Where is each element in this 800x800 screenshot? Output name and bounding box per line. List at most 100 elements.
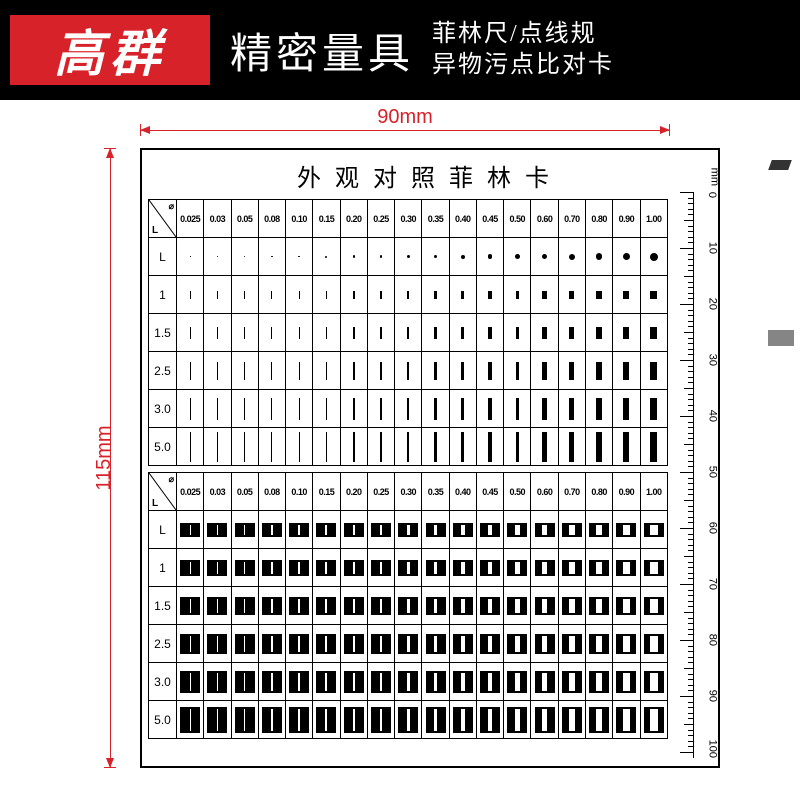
gauge-cell: [204, 276, 231, 314]
gauge-cell-inverse: [449, 587, 476, 625]
card-title: 外观对照菲林卡: [142, 150, 718, 199]
gauge-cell: [340, 276, 367, 314]
gauge-cell: [422, 314, 449, 352]
gauge-cell: [367, 276, 394, 314]
ruler-tick: [688, 382, 694, 383]
gauge-cell-inverse: [504, 663, 531, 701]
ruler-tick: [684, 220, 694, 221]
ruler-tick: [688, 741, 694, 742]
gauge-cell: [531, 276, 558, 314]
gauge-table-bottom: ⌀L0.0250.030.050.080.100.150.200.250.300…: [148, 472, 668, 739]
col-header: 0.10: [286, 200, 313, 238]
col-header: 0.70: [558, 473, 585, 511]
ruler-tick: [688, 209, 694, 210]
gauge-cell-inverse: [286, 663, 313, 701]
gauge-cell-inverse: [286, 625, 313, 663]
ruler-tick: [688, 349, 694, 350]
gauge-cell: [640, 352, 667, 390]
gauge-cell-inverse: [558, 549, 585, 587]
gauge-cell-inverse: [613, 625, 640, 663]
ruler-tick: [688, 685, 694, 686]
gauge-cell-inverse: [640, 587, 667, 625]
ruler-tick: [688, 366, 694, 367]
ruler: mm 0102030405060708090100: [672, 192, 712, 758]
gauge-cell-inverse: [449, 511, 476, 549]
gauge-cell-inverse: [476, 549, 503, 587]
gauge-cell-inverse: [504, 511, 531, 549]
gauge-cell-inverse: [476, 625, 503, 663]
gauge-cell: [367, 390, 394, 428]
ruler-tick: [688, 298, 694, 299]
gauge-cell: [422, 352, 449, 390]
col-header: 0.90: [613, 200, 640, 238]
gauge-cell-inverse: [340, 701, 367, 739]
gauge-cell-inverse: [204, 587, 231, 625]
ruler-tick: [688, 438, 694, 439]
gauge-cell: [258, 428, 285, 466]
gauge-cell-inverse: [258, 587, 285, 625]
ruler-tick: [688, 293, 694, 294]
ruler-tick: [680, 528, 694, 529]
gauge-cell: [313, 314, 340, 352]
gauge-cell: [340, 238, 367, 276]
gauge-cell: [476, 352, 503, 390]
gauge-cell: [258, 390, 285, 428]
gauge-cell: [504, 238, 531, 276]
gauge-cell: [640, 390, 667, 428]
gauge-cell-inverse: [258, 625, 285, 663]
ruler-label: 20: [706, 298, 718, 310]
gauge-cell-inverse: [231, 701, 258, 739]
gauge-cell: [286, 238, 313, 276]
col-header: 0.90: [613, 473, 640, 511]
gauge-cell: [204, 428, 231, 466]
gauge-cell-inverse: [585, 587, 612, 625]
gauge-cell: [177, 352, 204, 390]
ruler-tick: [688, 534, 694, 535]
gauge-cell-inverse: [177, 625, 204, 663]
col-header: 0.60: [531, 473, 558, 511]
gauge-cell-inverse: [422, 549, 449, 587]
gauge-cell-inverse: [613, 511, 640, 549]
ruler-tick: [680, 304, 694, 305]
gauge-cell-inverse: [640, 663, 667, 701]
gauge-cell: [558, 238, 585, 276]
gauge-cell: [313, 352, 340, 390]
gauge-cell: [231, 276, 258, 314]
gauge-cell: [340, 428, 367, 466]
gauge-cell-inverse: [558, 663, 585, 701]
ruler-tick: [688, 539, 694, 540]
ruler-tick: [680, 696, 694, 697]
row-label: 3.0: [149, 663, 177, 701]
ruler-tick: [688, 433, 694, 434]
ruler-label: 70: [706, 578, 718, 590]
ruler-tick: [688, 270, 694, 271]
ruler-tick: [688, 461, 694, 462]
gauge-cell: [585, 238, 612, 276]
ruler-tick: [688, 590, 694, 591]
gauge-cell: [476, 276, 503, 314]
gauge-cell: [367, 352, 394, 390]
gauge-cell-inverse: [286, 511, 313, 549]
col-header: 0.03: [204, 200, 231, 238]
col-header: 0.45: [476, 200, 503, 238]
gauge-cell-inverse: [177, 587, 204, 625]
gauge-cell-inverse: [422, 663, 449, 701]
ruler-tick: [688, 399, 694, 400]
gauge-cell: [258, 276, 285, 314]
gauge-cell-inverse: [531, 511, 558, 549]
col-header: 0.05: [231, 200, 258, 238]
gauge-cell: [313, 276, 340, 314]
gauge-cell-inverse: [585, 663, 612, 701]
gauge-cell-inverse: [313, 625, 340, 663]
ruler-tick: [688, 601, 694, 602]
gauge-cell-inverse: [258, 701, 285, 739]
gauge-cell: [177, 276, 204, 314]
ruler-tick: [688, 321, 694, 322]
gauge-cell: [613, 352, 640, 390]
gauge-cell: [258, 238, 285, 276]
ruler-tick: [680, 416, 694, 417]
gauge-cell: [558, 352, 585, 390]
ruler-tick: [688, 522, 694, 523]
gauge-cell-inverse: [340, 549, 367, 587]
gauge-cell: [531, 352, 558, 390]
